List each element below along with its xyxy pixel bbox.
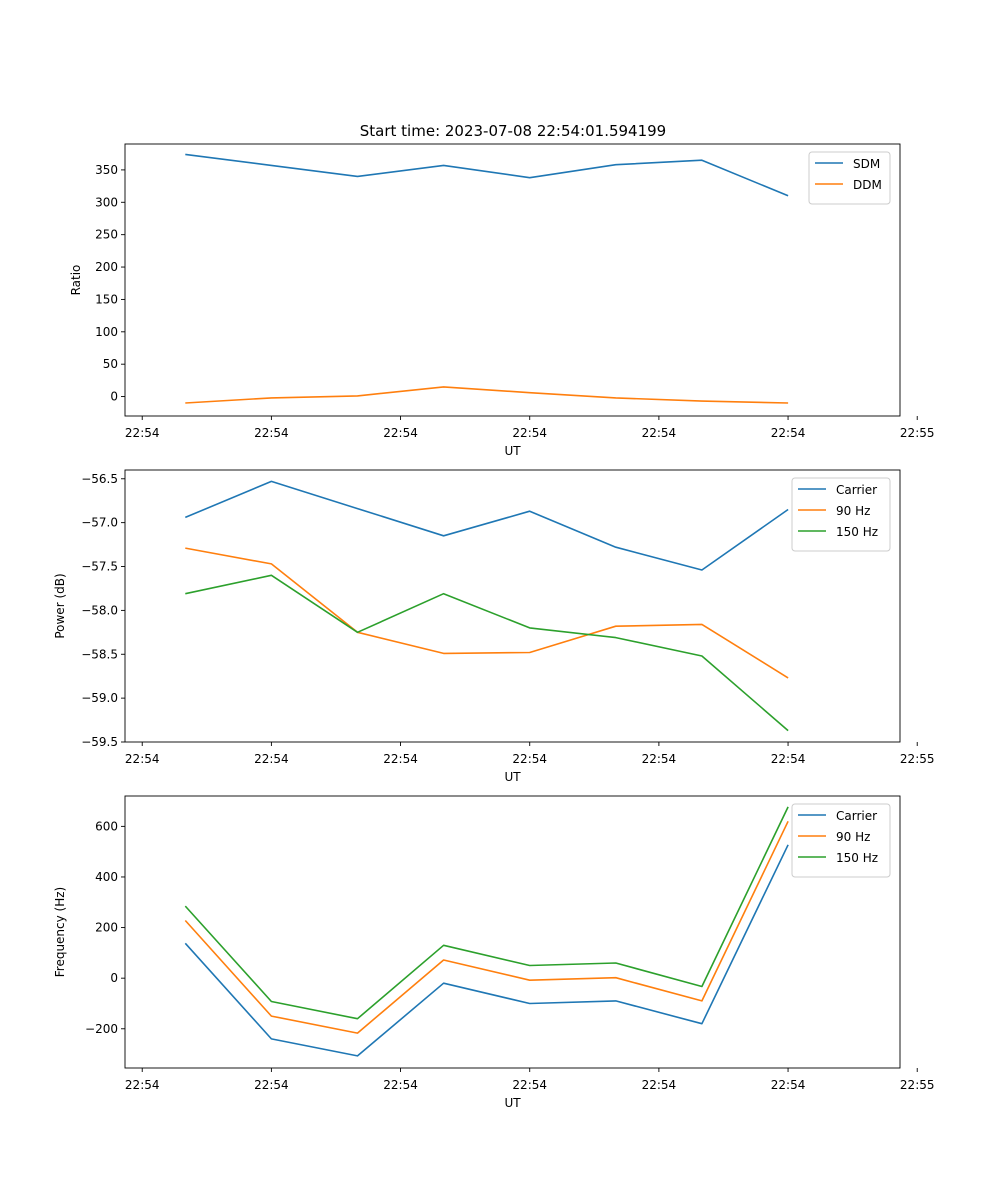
legend: Carrier 90 Hz 150 Hz [791,803,891,878]
y-tick-label: −57.0 [81,516,118,530]
legend: Carrier 90 Hz 150 Hz [791,477,891,552]
chart-panel-1: 22:54 22:54 22:54 22:54 22:54 22:54 22:55 UT 0 50… [69,143,935,458]
legend-label: 150 Hz [836,525,878,539]
series-line-carrier [184,844,789,1057]
x-tick-label: 22:54 [771,1078,806,1092]
series-line-150-hz [184,806,789,1020]
chart-panel-3: 22:54 22:54 22:54 22:54 22:54 22:54 22:55 UT −20… [53,795,935,1110]
y-tick-label: 600 [95,819,118,833]
x-tick-label: 22:55 [900,1078,935,1092]
y-tick-label: 350 [95,163,118,177]
y-tick-label: 300 [95,195,118,209]
x-tick-label: 22:54 [512,1078,547,1092]
x-tick-label: 22:54 [771,426,806,440]
x-axis-label: UT [504,770,521,784]
series-line-150-hz [185,574,789,732]
x-tick-label: 22:54 [512,752,547,766]
y-axis-label: Frequency (Hz) [53,887,67,978]
y-tick-label: 50 [103,357,118,371]
y-tick-label: −59.0 [81,691,118,705]
x-tick-label: 22:54 [771,752,806,766]
chart-panel-2: 22:54 22:54 22:54 22:54 22:54 22:54 22:55 UT −59… [53,469,935,784]
y-tick-label: 100 [95,325,118,339]
y-axis-label: Power (dB) [53,573,67,638]
legend-label: 90 Hz [836,504,870,518]
series-line-90-hz [185,547,789,679]
y-tick-label: 200 [95,921,118,935]
x-tick-label: 22:54 [642,426,677,440]
x-tick-label: 22:55 [900,752,935,766]
x-axis-label: UT [504,1096,521,1110]
x-tick-label: 22:54 [254,1078,289,1092]
series-line-sdm [185,153,789,197]
x-tick-label: 22:55 [900,426,935,440]
legend-label: Carrier [836,809,877,823]
panels: 22:54 22:54 22:54 22:54 22:54 22:54 22:55 UT 0 50… [53,143,935,1110]
series-line-90-hz [184,820,789,1034]
y-tick-label: 0 [110,390,118,404]
legend-label: Carrier [836,483,877,497]
x-axis-label: UT [504,444,521,458]
y-tick-label: 200 [95,260,118,274]
figure-title: Start time: 2023-07-08 22:54:01.594199 [360,122,666,140]
series-line-carrier [184,480,789,571]
x-tick-label: 22:54 [125,1078,160,1092]
legend-label: SDM [853,157,880,171]
y-tick-label: −58.0 [81,603,118,617]
y-tick-label: 0 [110,971,118,985]
y-axis-label: Ratio [69,265,83,296]
y-tick-label: −58.5 [81,647,118,661]
legend-box [791,803,891,878]
legend-box [791,477,891,552]
x-tick-label: 22:54 [512,426,547,440]
y-tick-label: −56.5 [81,472,118,486]
legend: SDM DDM [808,151,891,205]
axes-frame [124,143,901,417]
y-tick-label: 250 [95,228,118,242]
y-tick-label: 400 [95,870,118,884]
axes-frame [124,469,901,743]
y-tick-label: −59.5 [81,735,118,749]
series-line-ddm [185,386,789,404]
legend-label: 150 Hz [836,851,878,865]
y-tick-label: −200 [85,1022,118,1036]
legend-label: DDM [853,178,882,192]
y-tick-label: −57.5 [81,560,118,574]
x-tick-label: 22:54 [125,752,160,766]
legend-label: 90 Hz [836,830,870,844]
x-tick-label: 22:54 [254,426,289,440]
x-tick-label: 22:54 [125,426,160,440]
x-tick-label: 22:54 [642,1078,677,1092]
x-tick-label: 22:54 [254,752,289,766]
x-tick-label: 22:54 [383,752,418,766]
axes-frame [124,795,901,1069]
x-tick-label: 22:54 [383,1078,418,1092]
y-tick-label: 150 [95,292,118,306]
x-tick-label: 22:54 [383,426,418,440]
legend-box [808,151,891,205]
x-tick-label: 22:54 [642,752,677,766]
